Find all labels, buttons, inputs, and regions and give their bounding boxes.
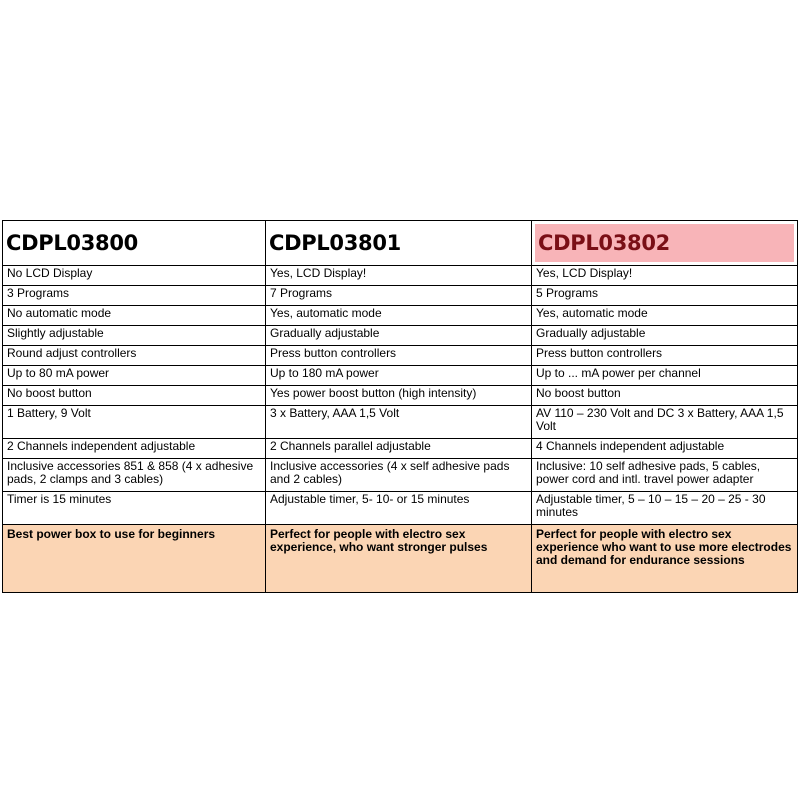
table-cell: Up to 180 mA power [265,365,532,386]
column-header-cdpl03802-cell: CDPL03802 [531,220,798,266]
table-cell: Inclusive accessories (4 x self adhesive… [265,458,532,492]
table-cell: No automatic mode [2,305,266,326]
table-row: Up to 80 mA power Up to 180 mA power Up … [2,365,798,386]
table-cell: No LCD Display [2,265,266,286]
table-cell: Slightly adjustable [2,325,266,346]
table-cell: 5 Programs [531,285,798,306]
table-cell: AV 110 – 230 Volt and DC 3 x Battery, AA… [531,405,798,439]
table-row: 1 Battery, 9 Volt 3 x Battery, AAA 1,5 V… [2,405,798,439]
table-cell: Inclusive accessories 851 & 858 (4 x adh… [2,458,266,492]
table-cell: Yes, LCD Display! [265,265,532,286]
table-cell: No boost button [531,385,798,406]
column-header-cdpl03802: CDPL03802 [535,224,794,262]
table-cell: 2 Channels parallel adjustable [265,438,532,459]
table-cell: Adjustable timer, 5- 10- or 15 minutes [265,491,532,525]
footer-cell: Best power box to use for beginners [2,524,266,593]
table-cell: Press button controllers [531,345,798,366]
table-cell: Yes power boost button (high intensity) [265,385,532,406]
table-cell: 2 Channels independent adjustable [2,438,266,459]
table-cell: Yes, LCD Display! [531,265,798,286]
table-row: No boost button Yes power boost button (… [2,385,798,406]
table-row: No automatic mode Yes, automatic mode Ye… [2,305,798,326]
table-row: 2 Channels independent adjustable 2 Chan… [2,438,798,459]
table-row: No LCD Display Yes, LCD Display! Yes, LC… [2,265,798,286]
table-cell: Up to 80 mA power [2,365,266,386]
table-row: Inclusive accessories 851 & 858 (4 x adh… [2,458,798,492]
table-cell: Up to ... mA power per channel [531,365,798,386]
table-cell: No boost button [2,385,266,406]
table-cell: 3 x Battery, AAA 1,5 Volt [265,405,532,439]
comparison-table: CDPL03800 CDPL03801 CDPL03802 No LCD Dis… [2,220,798,593]
table-row: Slightly adjustable Gradually adjustable… [2,325,798,346]
table-row: Round adjust controllers Press button co… [2,345,798,366]
table-cell: 4 Channels independent adjustable [531,438,798,459]
table-cell: Round adjust controllers [2,345,266,366]
table-cell: Yes, automatic mode [531,305,798,326]
table-cell: 3 Programs [2,285,266,306]
table-cell: 7 Programs [265,285,532,306]
table-cell: 1 Battery, 9 Volt [2,405,266,439]
table-cell: Gradually adjustable [531,325,798,346]
table-row: Timer is 15 minutes Adjustable timer, 5-… [2,491,798,525]
column-header-cdpl03801: CDPL03801 [265,220,532,266]
table-cell: Yes, automatic mode [265,305,532,326]
table-header-row: CDPL03800 CDPL03801 CDPL03802 [2,220,798,266]
table-row: 3 Programs 7 Programs 5 Programs [2,285,798,306]
footer-cell: Perfect for people with electro sex expe… [265,524,532,593]
table-cell: Timer is 15 minutes [2,491,266,525]
column-header-cdpl03800: CDPL03800 [2,220,266,266]
table-cell: Press button controllers [265,345,532,366]
table-cell: Inclusive: 10 self adhesive pads, 5 cabl… [531,458,798,492]
table-footer-row: Best power box to use for beginners Perf… [2,524,798,593]
footer-cell: Perfect for people with electro sex expe… [531,524,798,593]
table-cell: Gradually adjustable [265,325,532,346]
comparison-table-container: CDPL03800 CDPL03801 CDPL03802 No LCD Dis… [2,220,798,593]
table-cell: Adjustable timer, 5 – 10 – 15 – 20 – 25 … [531,491,798,525]
